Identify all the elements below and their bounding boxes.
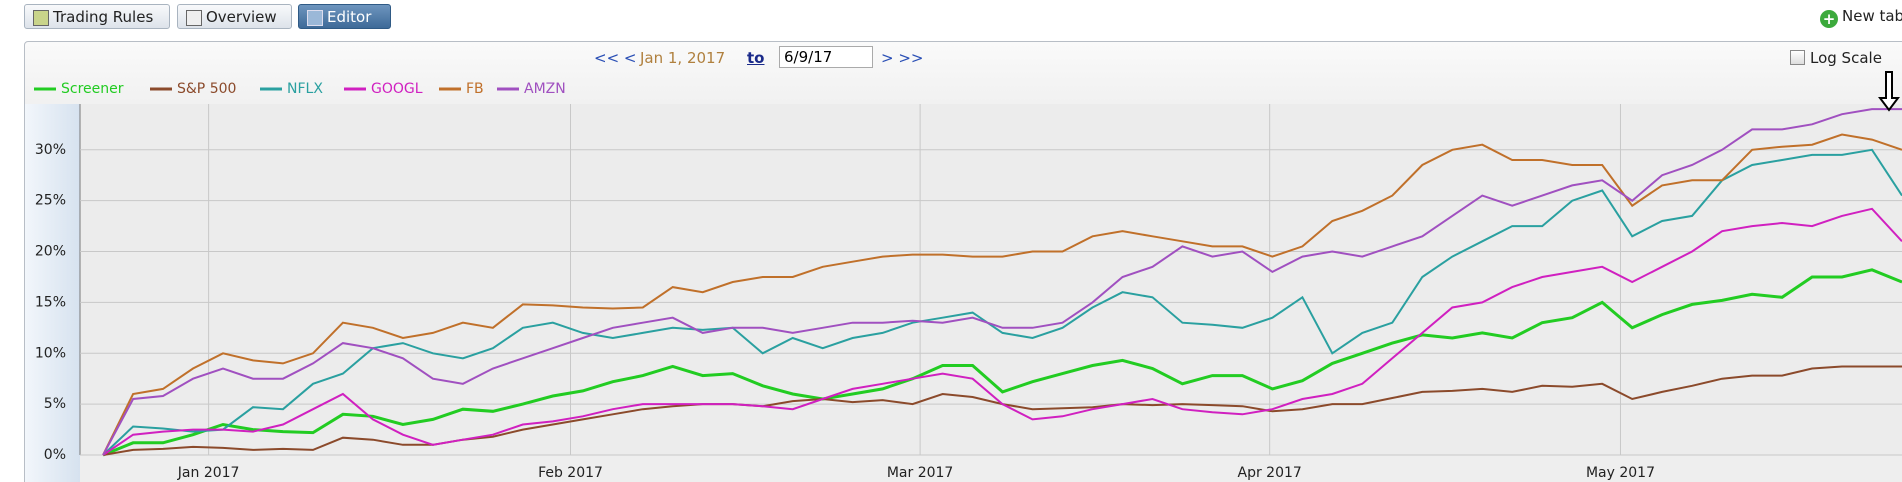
y-tick-label: 25% (35, 193, 66, 209)
y-tick-label: 5% (44, 396, 66, 412)
legend-label: AMZN (524, 81, 566, 97)
new-tab[interactable]: + New tab (1820, 4, 1902, 29)
y-tick-label: 10% (35, 345, 66, 361)
nav-to[interactable]: to (747, 49, 765, 67)
log-scale-label: Log Scale (1810, 49, 1882, 67)
new-tab-label: New tab (1842, 7, 1902, 25)
series-line (102, 207, 1902, 456)
y-tick-label: 20% (35, 244, 66, 260)
x-tick-label: Feb 2017 (538, 465, 603, 481)
series-line (102, 268, 1902, 457)
nav-prev[interactable]: << < (594, 49, 637, 67)
log-scale-checkbox[interactable] (1790, 50, 1805, 65)
plus-icon: + (1820, 10, 1838, 28)
x-tick-label: May 2017 (1586, 465, 1655, 481)
x-tick-label: Jan 2017 (177, 465, 240, 481)
series-line (102, 133, 1902, 456)
legend-label: FB (466, 81, 484, 97)
series-line (102, 108, 1902, 456)
nav-start: Jan 1, 2017 (640, 49, 726, 67)
y-tick-label: 0% (44, 447, 66, 463)
tab[interactable]: Overview (177, 4, 292, 29)
legend-label: GOOGL (371, 81, 423, 97)
tab-label: Trading Rules (53, 8, 154, 26)
plot-area (80, 104, 1902, 455)
y-tick-label: 30% (35, 142, 66, 158)
date-input[interactable]: 6/9/17 (779, 46, 873, 68)
legend-label: Screener (61, 81, 124, 97)
tab-icon (186, 10, 202, 26)
series-line (102, 148, 1902, 456)
tab[interactable]: Trading Rules (24, 4, 170, 29)
legend-label: S&P 500 (177, 81, 236, 97)
marker-arrow (1878, 71, 1900, 112)
y-axis-band (25, 104, 80, 482)
tab-label: Overview (206, 8, 277, 26)
x-tick-label: Apr 2017 (1238, 465, 1302, 481)
nav-next[interactable]: > >> (881, 49, 924, 67)
tab-icon (33, 10, 49, 26)
y-tick-label: 15% (35, 294, 66, 310)
tab-icon (307, 10, 323, 26)
tab[interactable]: Editor (298, 4, 391, 29)
x-tick-label: Mar 2017 (887, 465, 954, 481)
tab-label: Editor (327, 8, 372, 26)
legend-label: NFLX (287, 81, 323, 97)
